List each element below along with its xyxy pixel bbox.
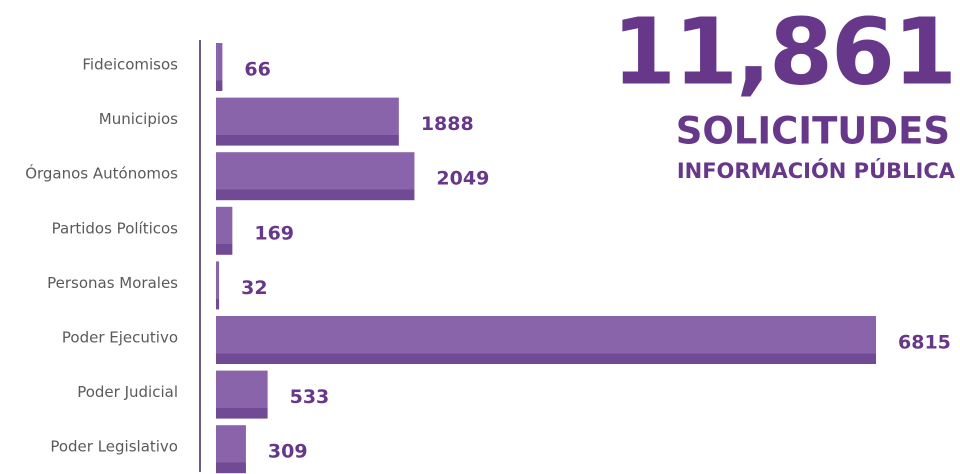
value-label: 2049 [436, 168, 489, 190]
chart-title: SOLICITUDES [676, 110, 950, 153]
value-label: 32 [241, 277, 267, 299]
category-label: Poder Judicial [77, 383, 178, 401]
value-label: 169 [254, 222, 294, 244]
category-label: Personas Morales [47, 274, 178, 292]
bar [216, 43, 223, 91]
bar [216, 425, 246, 474]
value-label: 309 [268, 441, 308, 463]
value-label: 1888 [421, 113, 474, 135]
value-label: 533 [290, 386, 330, 408]
value-label: 66 [244, 59, 270, 81]
bar [216, 152, 415, 201]
category-label: Órganos Autónomos [25, 164, 178, 183]
bar [216, 97, 399, 146]
bar [216, 261, 220, 310]
category-label: Municipios [99, 110, 178, 128]
value-label: 6815 [898, 332, 951, 354]
bar [216, 370, 268, 419]
category-label: Poder Legislativo [50, 438, 178, 456]
category-label: Fideicomisos [82, 56, 178, 74]
category-label: Partidos Políticos [52, 219, 179, 237]
chart-subtitle: INFORMACIÓN PÚBLICA [677, 158, 956, 183]
bar [216, 206, 233, 255]
bar [216, 316, 876, 364]
headline: 11,861 [612, 0, 955, 105]
category-label: Poder Ejecutivo [62, 329, 178, 347]
